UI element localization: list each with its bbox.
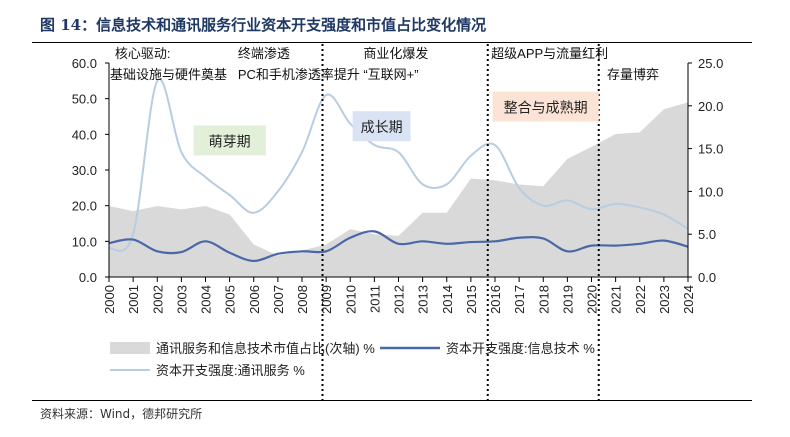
legend-area-swatch xyxy=(110,342,150,354)
right-tick-label: 0.0 xyxy=(698,270,716,285)
top-divider xyxy=(32,42,752,43)
source-note: 资料来源：Wind，德邦研究所 xyxy=(40,407,203,421)
telecom-capex-line xyxy=(108,78,689,252)
x-tick-label: 2020 xyxy=(585,285,600,314)
x-tick-label: 2024 xyxy=(681,285,696,314)
annotation: 存量博弈 xyxy=(607,67,659,82)
annotation: 超级APP与流量红利 xyxy=(491,46,608,61)
right-tick-label: 25.0 xyxy=(698,56,723,71)
x-tick-label: 2007 xyxy=(271,285,286,314)
legend-label: 资本开支强度:通讯服务 % xyxy=(156,363,305,378)
x-tick-label: 2002 xyxy=(150,285,165,314)
annotation: PC和手机渗透率提升 xyxy=(238,67,360,82)
x-tick-label: 2005 xyxy=(223,285,238,314)
phase-label: 整合与成熟期 xyxy=(504,100,588,116)
x-tick-label: 2003 xyxy=(174,285,189,314)
left-tick-label: 40.0 xyxy=(72,127,97,142)
left-tick-label: 50.0 xyxy=(72,92,97,107)
bottom-divider xyxy=(32,400,752,401)
phase-label: 萌芽期 xyxy=(209,133,251,149)
x-tick-label: 2010 xyxy=(343,285,358,314)
x-tick-label: 2017 xyxy=(512,285,527,314)
x-tick-label: 2015 xyxy=(464,285,479,314)
right-tick-label: 5.0 xyxy=(698,227,716,242)
left-tick-label: 30.0 xyxy=(72,163,97,178)
x-tick-label: 2011 xyxy=(367,285,382,313)
left-tick-label: 60.0 xyxy=(72,56,97,71)
x-tick-label: 2004 xyxy=(199,285,214,314)
phase-label: 成长期 xyxy=(361,119,403,135)
annotation: 商业化爆发 xyxy=(363,46,428,61)
phase-box xyxy=(352,111,411,142)
phase-box xyxy=(193,125,266,156)
annotation: 基础设施与硬件奠基 xyxy=(110,67,227,82)
x-tick-label: 2012 xyxy=(392,285,407,314)
x-tick-label: 2016 xyxy=(488,285,503,314)
left-tick-label: 0.0 xyxy=(79,270,97,285)
left-tick-label: 10.0 xyxy=(72,234,97,249)
right-tick-label: 15.0 xyxy=(698,142,723,157)
x-tick-label: 2022 xyxy=(633,285,648,314)
left-tick-label: 20.0 xyxy=(72,199,97,214)
annotation: 核心驱动: xyxy=(115,46,171,61)
x-tick-label: 2000 xyxy=(102,285,117,314)
x-tick-label: 2006 xyxy=(247,285,262,314)
market-share-area xyxy=(109,102,688,277)
x-tick-label: 2014 xyxy=(440,285,455,314)
legend-label: 资本开支强度:信息技术 % xyxy=(446,341,595,356)
x-tick-label: 2018 xyxy=(536,285,551,314)
x-tick-label: 2013 xyxy=(416,285,431,314)
annotation: “互联网+” xyxy=(363,67,418,82)
x-tick-label: 2021 xyxy=(609,285,624,314)
phase-box xyxy=(492,91,599,122)
x-tick-label: 2023 xyxy=(657,285,672,314)
it-capex-line xyxy=(108,230,689,263)
x-tick-label: 2019 xyxy=(560,285,575,314)
figure-title: 图 14：信息技术和通讯服务行业资本开支强度和市值占比变化情况 xyxy=(40,16,487,34)
right-tick-label: 10.0 xyxy=(698,184,723,199)
legend-label: 通讯服务和信息技术市值占比(次轴) % xyxy=(156,341,375,356)
x-tick-label: 2001 xyxy=(126,285,141,314)
x-tick-label: 2009 xyxy=(319,285,334,314)
chart: 0.0 10.0 20.0 30.0 40.0 50.0 60.0 0.0 5.0 10.0 15.… xyxy=(72,44,723,400)
x-tick-label: 2008 xyxy=(295,285,310,314)
right-tick-label: 20.0 xyxy=(698,99,723,114)
annotation: 终端渗透 xyxy=(238,46,290,61)
